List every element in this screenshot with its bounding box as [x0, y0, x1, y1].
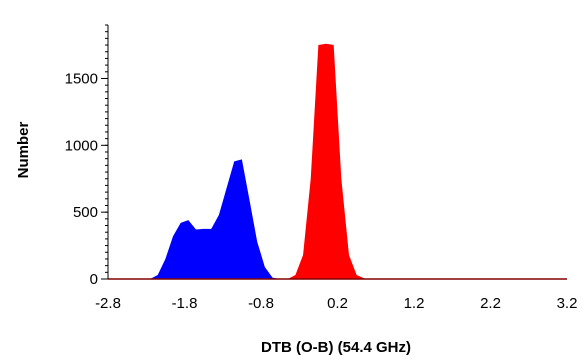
series-area-1	[108, 43, 567, 279]
x-tick-label: 1.2	[404, 295, 425, 312]
series-layer	[108, 43, 567, 280]
x-tick-label: -0.8	[248, 295, 274, 312]
y-tick-label: 1500	[65, 70, 98, 87]
y-axis-title: Number	[15, 122, 32, 179]
x-tick-label: -1.8	[172, 295, 198, 312]
series-area-0	[108, 159, 567, 279]
x-tick-label: 2.2	[480, 295, 501, 312]
y-tick-label: 500	[73, 204, 98, 221]
x-tick-label: 0.2	[327, 295, 348, 312]
x-axis-title: DTB (O-B) (54.4 GHz)	[261, 339, 411, 356]
axis-layer: 0 500 1000 1500 -2.8 -1.8 -0.8 0.2 1.2 2.2 3.2	[65, 24, 578, 312]
x-tick-label: 3.2	[557, 295, 578, 312]
y-tick-label: 1000	[65, 137, 98, 154]
x-tick-label: -2.8	[95, 295, 121, 312]
y-tick-label: 0	[90, 271, 98, 288]
